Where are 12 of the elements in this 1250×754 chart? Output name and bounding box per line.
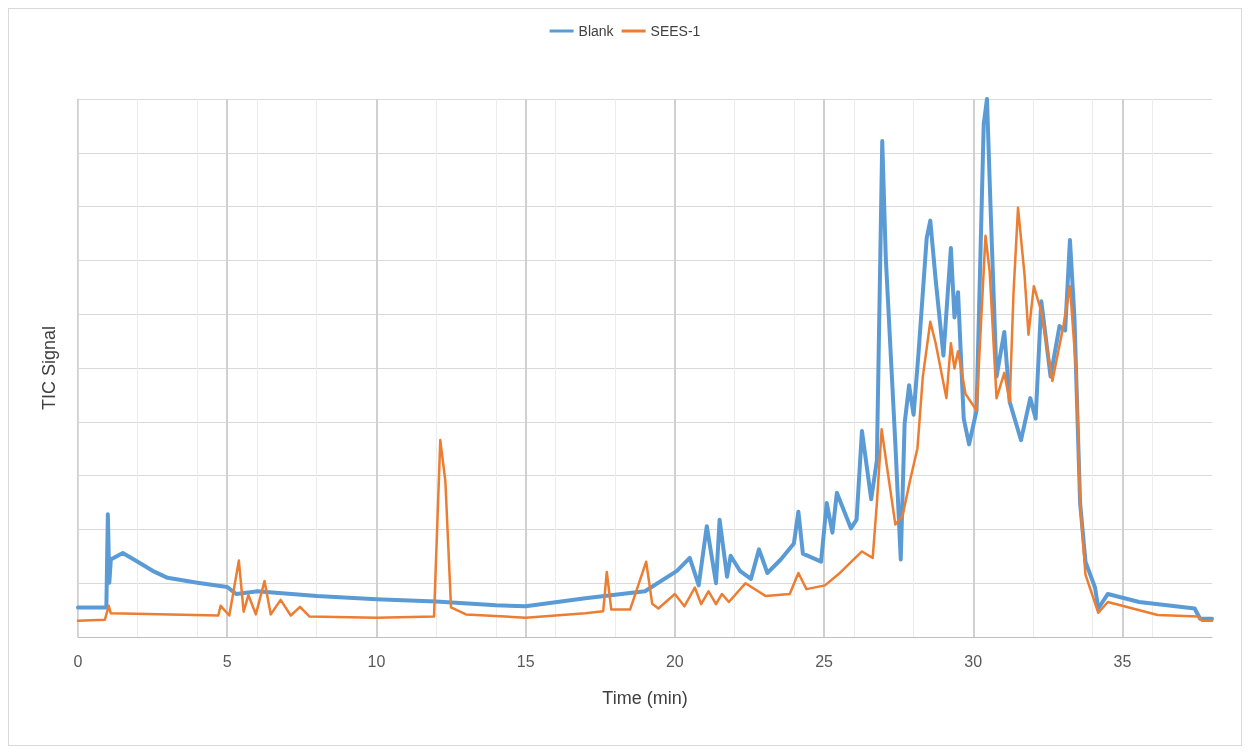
x-tick-label: 20 bbox=[665, 652, 684, 670]
y-axis-title: TIC Signal bbox=[39, 325, 59, 411]
x-tick-label: 10 bbox=[367, 652, 386, 670]
legend-label: Blank bbox=[578, 23, 615, 39]
x-tick-label: 0 bbox=[73, 652, 83, 670]
x-tick-label: 25 bbox=[815, 652, 834, 670]
x-axis-title: Time (min) bbox=[602, 688, 688, 708]
x-tick-label: 5 bbox=[222, 652, 232, 670]
x-tick-label: 15 bbox=[516, 652, 535, 670]
x-tick-label: 35 bbox=[1113, 652, 1132, 670]
legend-label: SEES-1 bbox=[650, 23, 701, 39]
x-tick-label: 30 bbox=[964, 652, 983, 670]
